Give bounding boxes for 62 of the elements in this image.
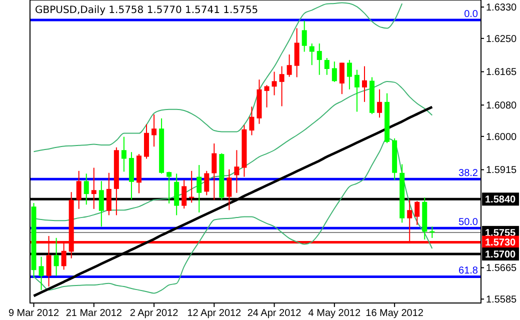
candlestick xyxy=(226,168,232,211)
text: GBPUSD,Daily 1.5758 1.5770 1.5741 1.5755 xyxy=(35,5,258,16)
candlestick xyxy=(144,124,150,160)
candlestick xyxy=(204,170,210,196)
candlestick xyxy=(377,88,382,118)
y-tick-label: 1.6165 xyxy=(486,67,518,78)
candlestick xyxy=(332,61,337,82)
x-tick-label: 21 Mar 2012 xyxy=(66,308,122,319)
candlestick xyxy=(166,171,172,204)
candlestick xyxy=(264,84,270,108)
candlestick xyxy=(339,62,344,95)
y-tick-label: 1.6000 xyxy=(486,132,518,143)
candlestick xyxy=(249,106,254,136)
annotation: 61.8 xyxy=(458,266,478,277)
x-tick-label: 12 Apr 2012 xyxy=(187,308,242,319)
y-tick-label: 1.5915 xyxy=(486,165,518,176)
ref-line-label: 1.5840 xyxy=(485,194,516,206)
candlestick xyxy=(76,170,82,210)
candlestick xyxy=(272,71,277,96)
candlestick xyxy=(346,59,352,90)
y-tick-label: 1.6250 xyxy=(486,34,518,45)
annotation: 38.2 xyxy=(458,168,478,180)
candlestick xyxy=(54,237,59,276)
candlestick xyxy=(106,172,112,216)
ref-line-label: 1.5730 xyxy=(485,238,516,249)
candlestick xyxy=(152,114,157,148)
candlestick xyxy=(354,69,360,112)
candlestick xyxy=(309,43,314,66)
x-tick-label: 2 Apr 2012 xyxy=(130,308,179,319)
y-tick-label: 1.5585 xyxy=(486,294,518,306)
annotation: 0.0 xyxy=(464,8,478,20)
candlestick xyxy=(182,179,187,210)
candlestick xyxy=(234,150,240,194)
x-tick-label: 24 Apr 2012 xyxy=(247,308,302,319)
candlestick xyxy=(294,28,300,78)
y-tick-label: 1.6080 xyxy=(486,100,518,112)
candlestick xyxy=(279,66,284,107)
line-series xyxy=(33,138,433,294)
x-tick-label: 4 May 2012 xyxy=(308,308,361,319)
candlestick xyxy=(91,167,96,210)
candlestick xyxy=(121,136,126,172)
candlestick xyxy=(98,180,104,228)
candlestick xyxy=(316,43,322,76)
line-series xyxy=(33,2,403,152)
candlestick xyxy=(38,256,44,291)
candlestick xyxy=(362,66,367,102)
ref-line-label: 1.5700 xyxy=(485,250,516,261)
x-tick-label: 9 Mar 2012 xyxy=(8,308,60,319)
ref-line-label: 1.5755 xyxy=(485,228,516,239)
candlestick xyxy=(324,58,330,76)
candlestick xyxy=(302,20,307,52)
candlestick xyxy=(286,54,292,78)
candlestick xyxy=(196,164,202,213)
y-tick-label: 1.6330 xyxy=(486,2,518,14)
candlestick xyxy=(84,173,89,206)
x-tick-label: 16 May 2012 xyxy=(366,308,424,319)
candlestick xyxy=(174,173,180,216)
candlestick xyxy=(128,152,134,200)
candlestick xyxy=(212,142,217,200)
y-tick-label: 1.5665 xyxy=(486,263,518,274)
annotation: 50.0 xyxy=(458,217,478,228)
candlestick xyxy=(414,200,420,226)
